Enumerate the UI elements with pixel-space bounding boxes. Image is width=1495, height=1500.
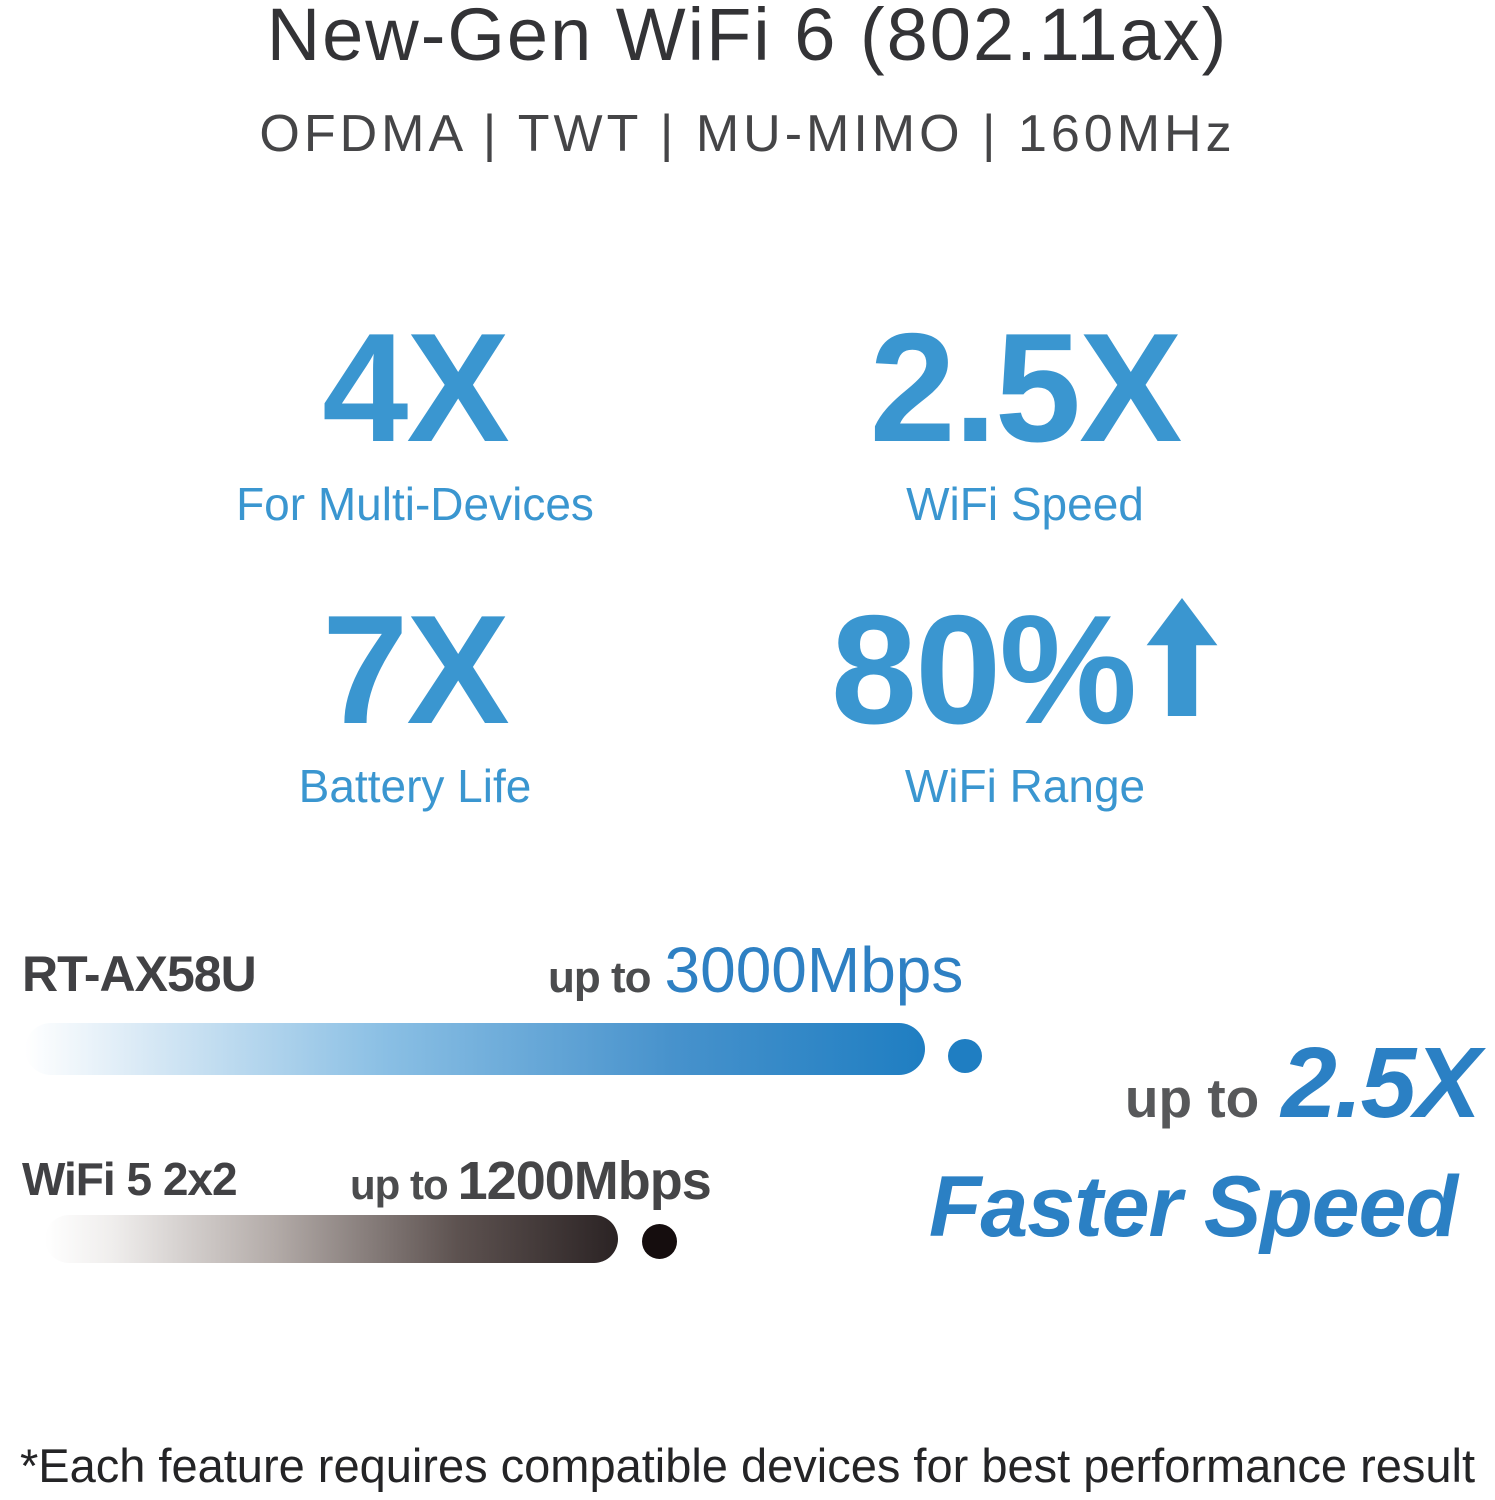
stat-value: 7X xyxy=(322,583,510,756)
speed-prefix: up to xyxy=(548,953,652,1002)
page-subtitle: OFDMA | TWT | MU-MIMO | 160MHz xyxy=(259,105,1236,163)
wifi5-speed-bar xyxy=(45,1215,618,1263)
faster-speed-callout: up to 2.5X xyxy=(1124,1026,1481,1141)
speed-value: 1200Mbps xyxy=(457,1151,712,1211)
speed-label-wifi5: up to 1200Mbps xyxy=(350,1150,712,1212)
stat-label: WiFi Range xyxy=(904,760,1146,812)
wifi5-bar-endpoint-dot xyxy=(642,1224,677,1259)
callout-prefix: up to xyxy=(1124,1067,1260,1129)
footnote: *Each feature requires compatible device… xyxy=(19,1439,1476,1492)
up-arrow-icon xyxy=(1146,598,1218,716)
stat-value-with-arrow: 80% xyxy=(725,592,1325,747)
speed-value: 3000Mbps xyxy=(664,934,964,1006)
rt-ax58u-bar-endpoint-dot xyxy=(948,1039,982,1073)
speed-prefix: up to xyxy=(350,1161,449,1208)
callout-multiplier: 2.5X xyxy=(1281,1027,1481,1139)
row-label-wifi5: WiFi 5 2x2 xyxy=(22,1153,238,1205)
row-label-rt-ax58u: RT-AX58U xyxy=(22,946,257,1002)
stat-value: 2.5X xyxy=(869,301,1183,474)
callout-caption: Faster Speed xyxy=(928,1159,1458,1255)
stat-wifi-range: 80% WiFi Range xyxy=(725,592,1325,814)
stat-label: Battery Life xyxy=(298,760,532,812)
page-title: New-Gen WiFi 6 (802.11ax) xyxy=(266,0,1229,76)
stat-multi-devices: 4X For Multi-Devices xyxy=(115,310,715,532)
stat-battery-life: 7X Battery Life xyxy=(115,592,715,814)
rt-ax58u-speed-bar xyxy=(25,1023,925,1075)
stat-wifi-speed: 2.5X WiFi Speed xyxy=(725,310,1325,532)
stat-value: 4X xyxy=(322,301,510,474)
stat-label: WiFi Speed xyxy=(906,478,1144,530)
stat-value: 80% xyxy=(830,583,1137,756)
stat-label: For Multi-Devices xyxy=(236,478,594,530)
speed-label-rt-ax58u: up to 3000Mbps xyxy=(548,933,963,1007)
